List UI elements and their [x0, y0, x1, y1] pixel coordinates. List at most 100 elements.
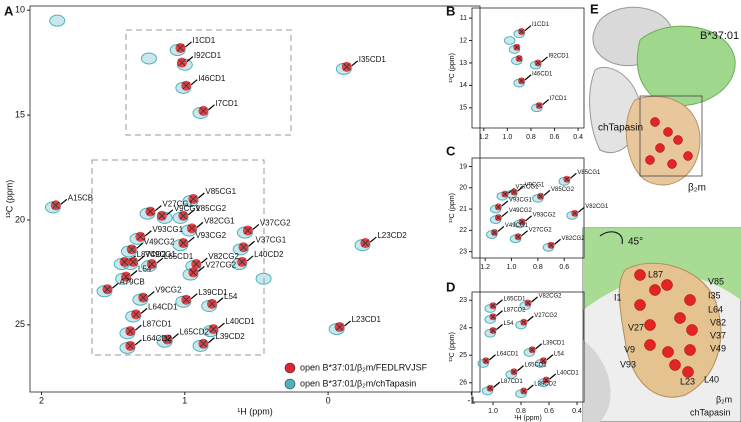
label-leader	[136, 242, 144, 249]
peak-label: V93CG2	[533, 212, 557, 218]
residue-sphere	[634, 269, 646, 281]
label-leader	[535, 343, 543, 350]
label-leader	[517, 185, 525, 192]
x-tick-label: 1.0	[507, 264, 517, 271]
peak-label: V27CG2	[529, 227, 553, 233]
y-tick-label: 25	[459, 352, 467, 359]
peak-cross	[129, 258, 137, 266]
residue-sphere	[686, 324, 698, 336]
label-leader	[524, 74, 532, 81]
peak-cross	[148, 260, 156, 268]
peak-cross	[122, 272, 130, 281]
residue-sphere	[661, 279, 673, 291]
peak-cross	[515, 233, 521, 240]
label-leader	[172, 333, 179, 340]
label-leader	[493, 381, 501, 388]
peak-cross	[514, 44, 520, 50]
x-tick-label: 1.2	[480, 264, 490, 271]
peak-cross	[495, 204, 502, 210]
y-tick-label: 12	[459, 37, 467, 44]
label-leader	[542, 99, 550, 106]
residue-sphere	[644, 319, 656, 331]
peak-cross	[525, 300, 531, 306]
peak-label: L40CD1	[557, 371, 580, 377]
label-leader	[526, 384, 534, 391]
peak-cross	[208, 300, 216, 308]
peak-cross	[182, 295, 190, 304]
label-leader	[185, 41, 192, 48]
peak-label: L54	[504, 321, 515, 327]
label-leader	[246, 255, 254, 262]
peak-label: L40CD1	[225, 317, 255, 326]
peak-cross	[239, 243, 248, 252]
peak-label: V93CG1	[509, 198, 533, 204]
peak-label: I92CD1	[549, 54, 570, 60]
panel-letter: C	[446, 143, 456, 158]
peak-label: V82CG2	[539, 294, 563, 300]
label-leader	[252, 224, 260, 230]
peak-label: I46CD1	[198, 74, 226, 83]
peak-cross	[139, 293, 147, 302]
chain-label: B*37:01	[700, 30, 739, 42]
label-leader	[187, 209, 195, 216]
panel-letter: E	[590, 1, 599, 16]
x-tick-label: 0.8	[516, 408, 526, 415]
y-tick-label: 15	[15, 109, 25, 119]
peak-label: V82CG1	[204, 216, 235, 225]
peak-cross	[146, 207, 155, 216]
label-leader	[496, 324, 503, 330]
peak-label: V37CG1	[256, 235, 287, 244]
residue-label: V49	[710, 343, 726, 353]
panel-letter: B	[446, 3, 455, 18]
label-leader	[496, 299, 503, 306]
y-axis-label: ¹³C (ppm)	[449, 193, 456, 223]
peak-cross	[189, 195, 198, 203]
residue-sphere	[650, 117, 660, 127]
label-leader	[554, 238, 561, 245]
peak-label: V9CG1	[525, 183, 545, 189]
peak-cross	[176, 44, 185, 52]
peak-label: I1CD1	[192, 36, 215, 45]
peak-label: I7CD1	[550, 96, 568, 102]
peak-cross	[518, 78, 525, 84]
peak-label: V85CG1	[577, 170, 601, 176]
peak-label: V49CG1	[145, 250, 176, 259]
peak-cross	[163, 335, 172, 344]
peak-cross	[511, 369, 517, 375]
legend-label: open B*37:01/β₂m/FEDLRVJSF	[300, 362, 428, 372]
label-leader	[144, 230, 152, 237]
residue-sphere	[682, 366, 694, 378]
peak-label: V49CG2	[144, 237, 175, 246]
label-leader	[154, 205, 162, 212]
label-leader	[190, 293, 198, 300]
y-tick-label: 24	[459, 325, 467, 332]
peak-label: V82CG1	[585, 204, 609, 210]
label-leader	[218, 322, 225, 329]
label-leader	[197, 192, 205, 199]
peak-cross	[127, 245, 136, 254]
residue-sphere	[634, 299, 646, 311]
x-tick-label: 0.8	[526, 134, 536, 141]
residue-sphere	[684, 294, 696, 306]
peak-cross	[495, 214, 502, 221]
residue-label: L64	[708, 304, 723, 314]
label-leader	[248, 240, 255, 247]
residue-label: L23	[680, 376, 695, 386]
y-tick-label: 23	[459, 297, 467, 304]
peak-label: L54	[554, 351, 565, 357]
residue-label: V85	[708, 276, 724, 286]
peak-cross	[158, 212, 166, 220]
x-tick-label: 0.6	[544, 408, 554, 415]
label-leader	[112, 282, 119, 289]
peak-cross	[209, 325, 218, 333]
residue-sphere	[683, 151, 693, 161]
y-tick-label: 20	[459, 185, 467, 192]
legend-label: open B*37:01/β₂m/chTapasin	[300, 378, 416, 388]
residue-label: V93	[620, 359, 636, 369]
panel-letter: D	[446, 279, 455, 294]
peak-label: I1CD1	[532, 22, 550, 28]
label-leader	[546, 354, 554, 361]
peak-cross	[548, 242, 554, 248]
x-tick-label: 1.2	[479, 134, 489, 141]
peak-cross	[502, 191, 508, 197]
